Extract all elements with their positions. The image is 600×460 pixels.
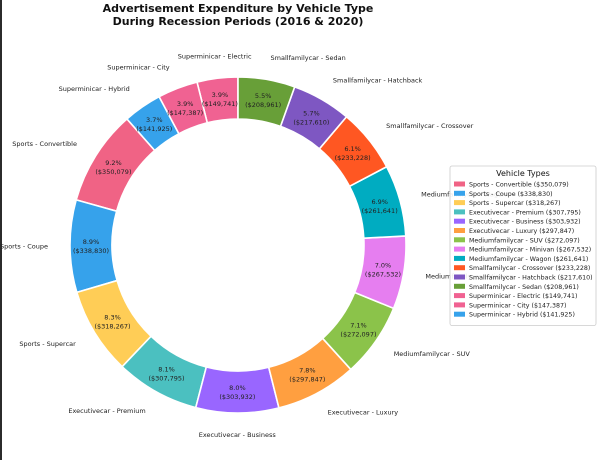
slice-percent-label: 3.9% xyxy=(212,91,229,99)
slice-category-label: Sports - Supercar xyxy=(19,340,76,348)
slice-percent-label: 7.1% xyxy=(350,321,367,329)
slice-value-label: ($141,925) xyxy=(136,125,172,133)
slice-percent-label: 5.5% xyxy=(255,92,272,100)
slice-value-label: ($267,532) xyxy=(365,270,401,278)
slice-category-label: Sports - Coupe xyxy=(0,242,48,250)
legend-swatch xyxy=(454,274,465,280)
slice-value-label: ($307,795) xyxy=(149,374,185,382)
legend-entry: Smallfamilycar - Hatchback ($217,610) xyxy=(469,275,593,282)
slice-value-label: ($149,741) xyxy=(202,100,238,108)
legend-swatch xyxy=(454,181,465,187)
slice-value-label: ($261,641) xyxy=(362,207,398,215)
slice-percent-label: 9.2% xyxy=(105,159,122,167)
legend-entry: Superminicar - Hybrid ($141,925) xyxy=(469,312,575,319)
chart-title-line: Advertisement Expenditure by Vehicle Typ… xyxy=(103,2,374,15)
legend-entry: Mediumfamilycar - Wagon ($261,641) xyxy=(469,256,588,263)
slice-category-label: Superminicar - Electric xyxy=(178,52,252,60)
chart-title-line: During Recession Periods (2016 & 2020) xyxy=(113,15,364,28)
legend-entry: Executivecar - Business ($303,932) xyxy=(469,219,581,226)
slice-value-label: ($233,228) xyxy=(335,154,371,162)
slice-percent-label: 3.7% xyxy=(146,116,163,124)
slice-value-label: ($217,610) xyxy=(293,119,329,127)
slice-category-label: Sports - Convertible xyxy=(12,140,77,148)
legend-entry: Sports - Supercar ($318,267) xyxy=(469,200,561,207)
legend-entry: Superminicar - Electric ($149,741) xyxy=(469,293,577,300)
slice-category-label: Superminicar - Hybrid xyxy=(59,85,130,93)
window-edge xyxy=(0,0,2,460)
slice-category-label: Smallfamilycar - Sedan xyxy=(271,54,346,62)
slice-category-label: Executivecar - Business xyxy=(199,431,277,439)
slice-value-label: ($338,830) xyxy=(73,247,109,255)
slice-percent-label: 3.9% xyxy=(177,100,194,108)
legend-swatch xyxy=(454,311,465,317)
legend-swatch xyxy=(454,209,465,215)
chart-title: Advertisement Expenditure by Vehicle Typ… xyxy=(103,2,374,28)
slice-percent-label: 5.7% xyxy=(303,110,320,118)
legend-entry: Mediumfamilycar - SUV ($272,097) xyxy=(469,237,580,244)
slice-category-label: Executivecar - Premium xyxy=(68,407,145,415)
slice-percent-label: 8.3% xyxy=(104,314,121,322)
donut-slices xyxy=(69,76,407,414)
slice-category-label: Smallfamilycar - Crossover xyxy=(386,122,473,130)
slice-value-label: ($318,267) xyxy=(94,323,130,331)
legend-entry: Smallfamilycar - Crossover ($233,228) xyxy=(469,265,590,272)
slice-value-label: ($303,932) xyxy=(219,393,255,401)
legend-swatch xyxy=(454,228,465,233)
slice-value-label: ($350,079) xyxy=(95,168,131,176)
slice-percent-label: 6.1% xyxy=(344,145,361,153)
slice-value-labels: 3.9%($149,741)3.9%($147,387)3.7%($141,92… xyxy=(73,91,401,401)
slice-value-label: ($208,961) xyxy=(245,101,281,109)
slice-value-label: ($147,387) xyxy=(167,109,203,117)
slice-percent-label: 8.0% xyxy=(229,384,246,392)
slice-percent-label: 8.1% xyxy=(158,365,175,373)
slice-category-label: Mediumfamilycar - SUV xyxy=(394,350,471,358)
slice-value-label: ($297,847) xyxy=(289,376,325,384)
legend-entry: Executivecar - Luxury ($297,847) xyxy=(469,228,574,235)
slice-category-label: Smallfamilycar - Hatchback xyxy=(333,76,423,84)
legend-entry: Smallfamilycar - Sedan ($208,961) xyxy=(469,284,579,291)
legend-swatch xyxy=(454,283,465,289)
legend-swatch xyxy=(454,237,465,243)
legend-swatch xyxy=(454,293,465,299)
legend-entry: Sports - Coupe ($338,830) xyxy=(469,191,553,198)
slice-category-label: Executivecar - Luxury xyxy=(328,409,399,417)
legend-entry: Mediumfamilycar - Minivan ($267,532) xyxy=(469,247,591,254)
legend-entry: Sports - Convertible ($350,079) xyxy=(469,182,569,189)
legend-entry: Superminicar - City ($147,387) xyxy=(469,302,566,309)
legend-swatch xyxy=(454,200,465,206)
legend-swatch xyxy=(454,302,465,308)
legend-swatch xyxy=(454,218,465,224)
slice-percent-label: 8.9% xyxy=(83,238,100,246)
legend-title: Vehicle Types xyxy=(496,169,550,178)
slice-category-label: Superminicar - City xyxy=(107,64,170,72)
legend-swatch xyxy=(454,265,465,271)
slice-value-label: ($272,097) xyxy=(340,330,376,338)
slice-percent-label: 7.0% xyxy=(375,261,392,269)
slice-percent-label: 6.9% xyxy=(371,198,388,206)
legend-box xyxy=(449,165,597,326)
legend-entry: Executivecar - Premium ($307,795) xyxy=(469,209,581,216)
legend-swatch xyxy=(454,246,465,252)
legend-swatch xyxy=(454,190,465,196)
legend: Vehicle Types Sports - Convertible ($350,… xyxy=(449,165,597,326)
legend-swatch xyxy=(454,255,465,261)
slice-percent-label: 7.8% xyxy=(299,367,316,375)
donut-slice xyxy=(237,76,296,128)
